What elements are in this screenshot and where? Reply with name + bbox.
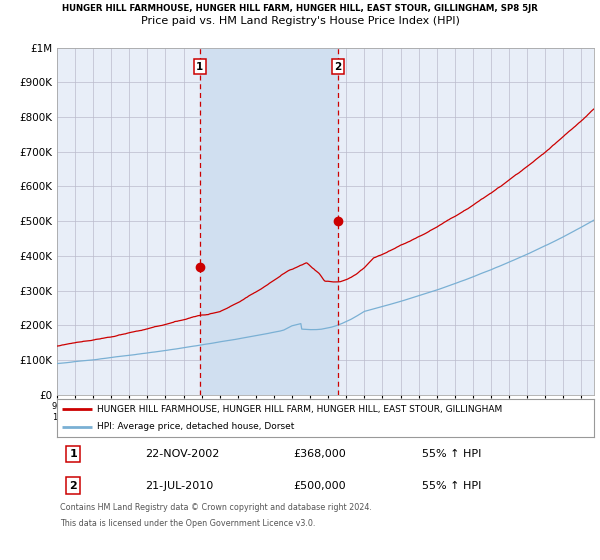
Text: £500,000: £500,000 <box>293 480 346 491</box>
Text: 2: 2 <box>335 62 342 72</box>
Text: 22-NOV-2002: 22-NOV-2002 <box>146 449 220 459</box>
Text: HUNGER HILL FARMHOUSE, HUNGER HILL FARM, HUNGER HILL, EAST STOUR, GILLINGHAM: HUNGER HILL FARMHOUSE, HUNGER HILL FARM,… <box>97 404 503 413</box>
Text: This data is licensed under the Open Government Licence v3.0.: This data is licensed under the Open Gov… <box>60 519 316 528</box>
Text: £368,000: £368,000 <box>293 449 346 459</box>
Text: HPI: Average price, detached house, Dorset: HPI: Average price, detached house, Dors… <box>97 422 295 431</box>
Text: 55% ↑ HPI: 55% ↑ HPI <box>422 449 482 459</box>
Text: HUNGER HILL FARMHOUSE, HUNGER HILL FARM, HUNGER HILL, EAST STOUR, GILLINGHAM, SP: HUNGER HILL FARMHOUSE, HUNGER HILL FARM,… <box>62 4 538 13</box>
Bar <box>200 48 338 395</box>
Text: 55% ↑ HPI: 55% ↑ HPI <box>422 480 482 491</box>
Text: 1: 1 <box>69 449 77 459</box>
Text: Price paid vs. HM Land Registry's House Price Index (HPI): Price paid vs. HM Land Registry's House … <box>140 16 460 26</box>
Text: 1: 1 <box>196 62 203 72</box>
Text: 21-JUL-2010: 21-JUL-2010 <box>146 480 214 491</box>
Text: 2: 2 <box>69 480 77 491</box>
Text: Contains HM Land Registry data © Crown copyright and database right 2024.: Contains HM Land Registry data © Crown c… <box>60 503 372 512</box>
